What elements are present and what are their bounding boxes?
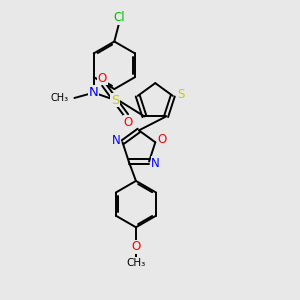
Text: O: O — [157, 133, 167, 146]
Text: S: S — [177, 88, 185, 101]
Text: N: N — [151, 157, 160, 169]
Text: S: S — [111, 94, 119, 106]
Text: N: N — [112, 134, 120, 147]
Text: CH₃: CH₃ — [51, 93, 69, 103]
Text: CH₃: CH₃ — [126, 258, 146, 268]
Text: O: O — [131, 240, 141, 253]
Text: O: O — [98, 72, 107, 85]
Text: Cl: Cl — [113, 11, 124, 24]
Text: O: O — [123, 116, 133, 129]
Text: N: N — [89, 86, 99, 99]
